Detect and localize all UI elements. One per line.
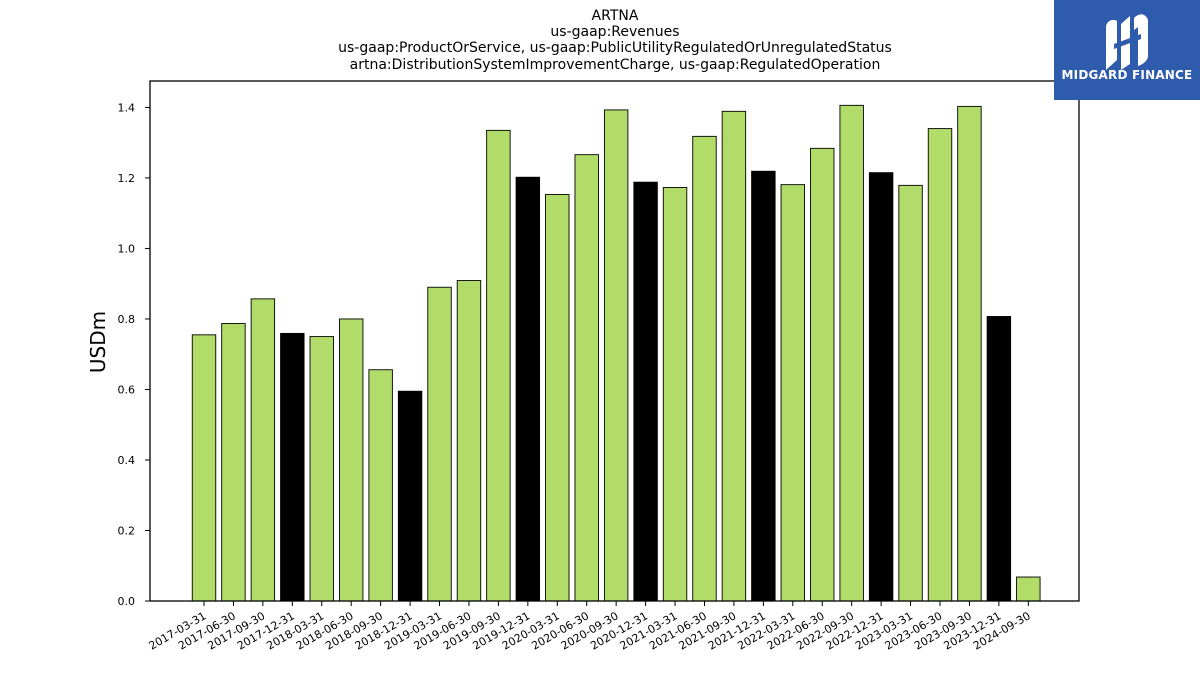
x-axis: 2017-03-312017-06-302017-09-302017-12-31…	[147, 601, 1033, 653]
bar-2023-09-30	[957, 105, 982, 602]
bar-2017-09-30	[250, 298, 276, 602]
bar-2020-12-31	[633, 181, 658, 602]
bar-2017-03-31	[191, 334, 217, 602]
bar-2021-06-30	[692, 135, 717, 602]
bar-2020-09-30	[603, 109, 629, 602]
y-tick-label: 0.6	[118, 383, 136, 396]
y-tick-label: 1.0	[118, 242, 136, 255]
bar-2017-06-30	[221, 323, 246, 602]
y-tick-label: 0.2	[118, 524, 136, 537]
bar-2023-06-30	[927, 128, 953, 602]
bar-2021-12-31	[751, 170, 776, 602]
y-tick-label: 1.4	[118, 101, 136, 114]
bar-2024-09-30	[1016, 576, 1041, 602]
title-line-3: us-gaap:ProductOrService, us-gaap:Public…	[338, 40, 892, 56]
bar-2019-12-31	[515, 176, 541, 602]
bar-2021-09-30	[721, 110, 747, 602]
y-tick-label: 0.4	[118, 454, 136, 467]
bar-2019-06-30	[456, 280, 482, 602]
bar-2019-09-30	[486, 129, 511, 602]
y-axis-label: USDm	[86, 311, 110, 373]
chart-title: ARTNA us-gaap:Revenues us-gaap:ProductOr…	[338, 8, 892, 73]
bars-group	[191, 104, 1041, 602]
bar-2018-03-31	[309, 336, 334, 602]
title-line-2: us-gaap:Revenues	[550, 24, 679, 40]
plot-frame	[149, 80, 1080, 602]
y-tick-label: 1.2	[118, 172, 136, 185]
midgard-finance-logo: MIDGARD FINANCE	[1054, 0, 1200, 100]
bar-2018-06-30	[339, 318, 364, 602]
title-line-1: ARTNA	[592, 8, 639, 24]
midgard-logo-icon	[1106, 14, 1148, 70]
bar-2020-03-31	[545, 194, 570, 602]
bar-2020-06-30	[574, 154, 599, 602]
bar-2023-03-31	[898, 184, 923, 602]
bar-2019-03-31	[427, 286, 452, 602]
y-axis: 0.0 0.2 0.4 0.6 0.8 1.0 1.2 1.4	[118, 101, 150, 608]
bar-2022-06-30	[810, 147, 835, 602]
logo-text: MIDGARD FINANCE	[1061, 68, 1193, 82]
title-line-4: artna:DistributionSystemImprovementCharg…	[350, 57, 881, 73]
bar-2018-09-30	[368, 369, 393, 602]
bar-2022-09-30	[839, 104, 864, 602]
bar-2017-12-31	[280, 332, 305, 602]
y-tick-label: 0.0	[118, 595, 136, 608]
bar-2023-12-31	[986, 316, 1012, 602]
bar-2021-03-31	[662, 187, 688, 602]
bar-2022-03-31	[780, 184, 805, 602]
bar-2018-12-31	[397, 390, 423, 602]
bar-2022-12-31	[868, 172, 894, 602]
y-tick-label: 0.8	[118, 313, 136, 326]
